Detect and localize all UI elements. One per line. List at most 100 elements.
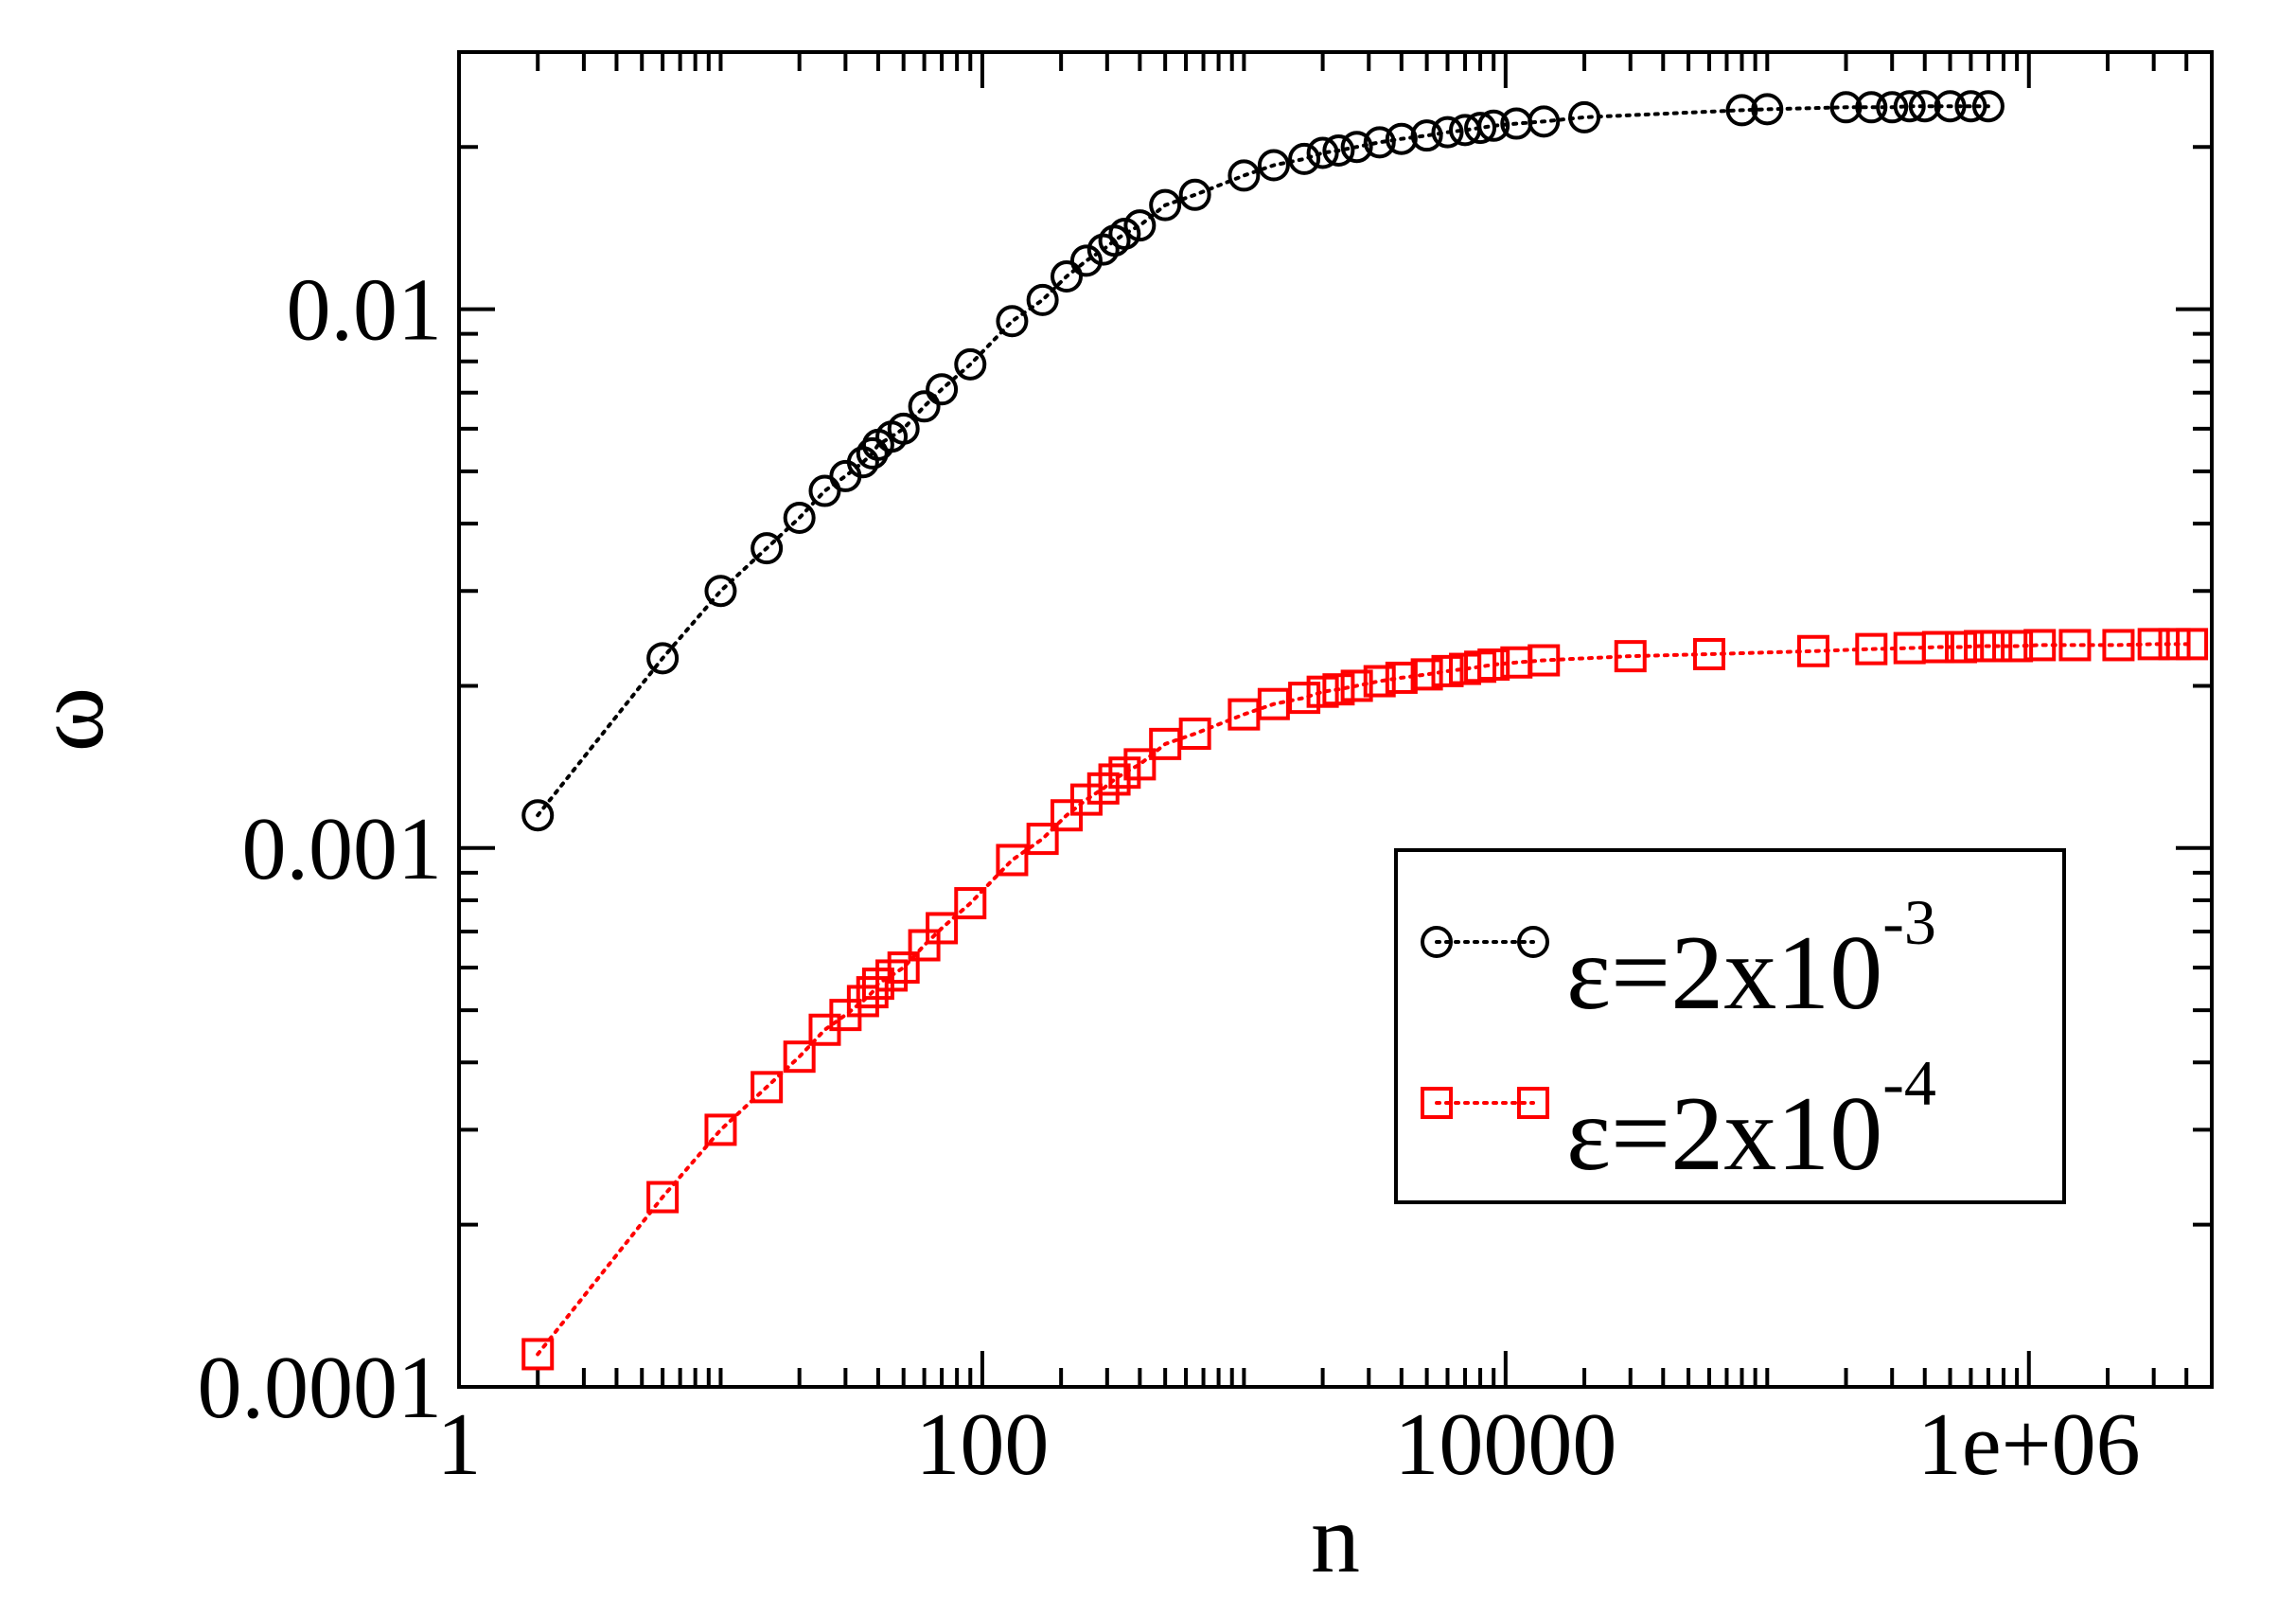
circle-marker [1464, 112, 1497, 145]
circle-marker [1288, 142, 1321, 175]
circle-marker [1257, 149, 1290, 182]
square-marker [2058, 629, 2092, 662]
circle-marker [1227, 159, 1261, 192]
circle-marker [926, 373, 959, 406]
x-tick-label: 1 [437, 1395, 482, 1494]
square-marker [1477, 648, 1510, 682]
square-marker [1614, 640, 1647, 673]
circle-marker [1306, 136, 1339, 169]
series-line [536, 642, 2195, 1357]
x-axis-title: n [1311, 1484, 1360, 1593]
circle-marker [856, 436, 889, 470]
circle-marker [808, 474, 841, 507]
square-marker [2176, 628, 2209, 661]
square-marker [704, 1113, 737, 1146]
circle-marker [1123, 209, 1157, 242]
square-marker [1410, 658, 1443, 691]
circle-marker [1108, 217, 1141, 250]
legend-exponent: -4 [1882, 1047, 1936, 1119]
circle-marker [704, 575, 737, 608]
circle-marker [1363, 126, 1396, 159]
square-marker [2023, 629, 2057, 662]
square-marker [783, 1040, 816, 1074]
square-marker [521, 1338, 555, 1371]
square-marker [1980, 630, 2013, 663]
data-series [521, 90, 2209, 1371]
circle-marker [1149, 188, 1182, 222]
circle-marker [908, 390, 941, 423]
circle-marker [1528, 105, 1561, 138]
square-marker [1528, 644, 1561, 677]
square-marker [1123, 748, 1157, 781]
square-marker [954, 887, 987, 920]
circle-marker [1876, 91, 1909, 124]
circle-marker [1340, 131, 1373, 164]
square-marker [1363, 665, 1396, 698]
circle-marker [1069, 244, 1103, 277]
circle-marker [1954, 90, 1987, 123]
square-marker [996, 843, 1029, 877]
series-line [536, 104, 1990, 818]
series-2 [521, 628, 2209, 1371]
square-marker [1921, 630, 1954, 664]
square-marker [1964, 630, 1997, 663]
circle-marker [1431, 115, 1464, 149]
circle-marker [954, 347, 987, 381]
square-marker [1257, 687, 1290, 720]
square-marker [1385, 661, 1418, 694]
square-marker [2102, 629, 2135, 662]
square-marker [2001, 630, 2034, 663]
circle-marker [1410, 119, 1443, 152]
square-marker [926, 912, 959, 945]
series-1 [521, 90, 2005, 832]
square-marker [1069, 783, 1103, 816]
legend-marker [1517, 926, 1549, 958]
square-marker [1340, 669, 1373, 702]
legend-marker [1421, 926, 1453, 958]
legend: ε=2x10-3ε=2x10-4 [1394, 848, 2066, 1204]
square-marker [1692, 637, 1725, 670]
circle-marker [646, 642, 680, 675]
circle-marker [1725, 94, 1758, 127]
square-marker [908, 929, 941, 962]
square-marker [1288, 682, 1321, 715]
circle-marker [1026, 283, 1059, 316]
circle-marker [1385, 122, 1418, 155]
y-axis-title: ω [15, 687, 124, 752]
square-marker [875, 959, 909, 992]
square-marker [1855, 632, 1888, 666]
circle-marker [1477, 109, 1510, 142]
square-marker [646, 1181, 680, 1214]
circle-marker [1051, 260, 1084, 293]
circle-marker [1934, 90, 1967, 123]
axis-ticks [457, 50, 2214, 1389]
legend-marker [1517, 1087, 1549, 1119]
circle-marker [783, 501, 816, 534]
legend-exponent: -3 [1882, 886, 1936, 958]
circle-marker [1178, 178, 1211, 211]
circle-marker [521, 799, 555, 832]
y-tick-label: 0.001 [242, 800, 443, 898]
legend-box [1394, 848, 2066, 1204]
circle-marker [996, 305, 1029, 338]
x-tick-label: 1e+06 [1917, 1395, 2141, 1494]
square-marker [1944, 630, 1977, 664]
square-marker [1178, 718, 1211, 751]
y-tick-label: 0.0001 [198, 1339, 443, 1437]
square-marker [856, 976, 889, 1009]
square-marker [2137, 628, 2170, 661]
circle-marker [1893, 90, 1926, 123]
square-marker [1431, 654, 1464, 687]
square-marker [887, 951, 920, 985]
circle-marker [887, 412, 920, 445]
circle-marker [1855, 91, 1888, 124]
square-marker [2158, 628, 2191, 661]
circle-marker [1829, 91, 1863, 124]
circle-marker [751, 532, 784, 565]
circle-marker [1322, 133, 1355, 167]
axis-tick-labels: 1 100 10000 1e+06 0.0001 0.001 0.01 [198, 261, 2141, 1494]
square-marker [1796, 634, 1829, 667]
x-tick-label: 100 [915, 1395, 1049, 1494]
circle-marker [1908, 90, 1941, 123]
